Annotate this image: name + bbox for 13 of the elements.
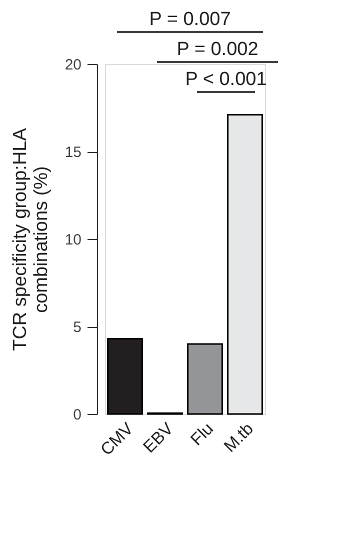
annotation: P < 0.001 (185, 69, 267, 90)
text: P = 0.007 (149, 9, 231, 30)
y-tick-label: 20 (64, 56, 82, 74)
y-tick-label: 15 (64, 144, 82, 161)
bar (187, 343, 223, 415)
y-axis-title: TCR specificity group:HLA combinations (%) (10, 128, 52, 351)
bar (107, 338, 143, 415)
x-tick-label: M.tb (220, 419, 258, 456)
x-tick-label: Flu (186, 419, 218, 450)
y-tick-label: 10 (64, 232, 82, 248)
y-tick-label: 0 (73, 406, 82, 424)
text: P = 0.002 (176, 39, 258, 60)
y-tick-label: 5 (73, 319, 82, 336)
